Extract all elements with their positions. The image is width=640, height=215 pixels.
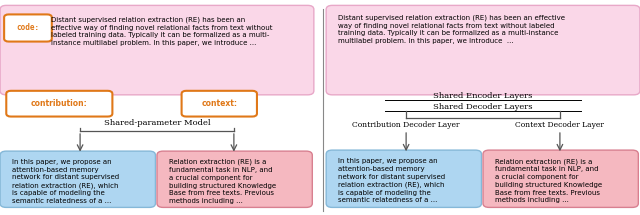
FancyBboxPatch shape [326, 5, 640, 95]
Text: code:: code: [16, 23, 40, 32]
Text: In this paper, we propose an
attention-based memory
network for distant supervis: In this paper, we propose an attention-b… [339, 158, 445, 203]
Text: Distant supervised relation extraction (RE) has been an effective
way of finding: Distant supervised relation extraction (… [339, 14, 566, 44]
Text: context:: context: [202, 99, 237, 108]
Text: Relation extraction (RE) is a
fundamental task in NLP, and
a crucial component f: Relation extraction (RE) is a fundamenta… [170, 159, 276, 204]
Text: Distant supervised relation extraction (RE) has been an
effective way of finding: Distant supervised relation extraction (… [51, 16, 273, 46]
Text: Context Decoder Layer: Context Decoder Layer [515, 121, 604, 129]
FancyBboxPatch shape [182, 91, 257, 117]
Text: In this paper, we propose an
attention-based memory
network for distant supervis: In this paper, we propose an attention-b… [12, 159, 120, 204]
FancyBboxPatch shape [157, 151, 312, 207]
Text: Relation extraction (RE) is a
fundamental task in NLP, and
a crucial component f: Relation extraction (RE) is a fundamenta… [495, 158, 602, 203]
Text: Shared-parameter Model: Shared-parameter Model [104, 119, 211, 127]
FancyBboxPatch shape [483, 150, 638, 207]
Text: contribution:: contribution: [31, 99, 88, 108]
FancyBboxPatch shape [0, 5, 314, 95]
FancyBboxPatch shape [326, 150, 481, 207]
FancyBboxPatch shape [4, 14, 52, 41]
Text: Shared Encoder Layers: Shared Encoder Layers [433, 92, 532, 100]
Text: Contribution Decoder Layer: Contribution Decoder Layer [353, 121, 460, 129]
FancyBboxPatch shape [6, 91, 113, 117]
FancyBboxPatch shape [0, 151, 156, 207]
Text: Shared Decoder Layers: Shared Decoder Layers [433, 103, 532, 112]
